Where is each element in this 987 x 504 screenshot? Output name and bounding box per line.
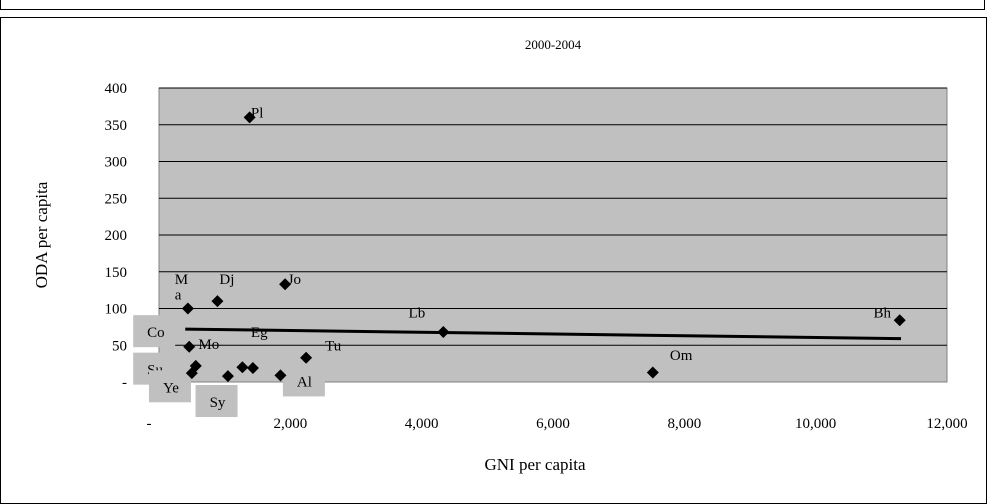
point-label: Sy (210, 395, 226, 411)
data-point (646, 366, 659, 379)
y-tick-label: 50 (112, 338, 127, 354)
label-box (148, 370, 191, 403)
point-label: Co (147, 325, 165, 341)
label-box (282, 364, 325, 397)
chart-title: 2000-2004 (525, 37, 582, 52)
data-point (221, 370, 234, 383)
x-tick-label: 2,000 (273, 416, 307, 432)
top-frame (0, 0, 985, 10)
point-label: Lb (409, 305, 426, 321)
data-point (236, 361, 249, 374)
point-label: M (175, 272, 188, 288)
y-tick-label: 200 (105, 228, 128, 244)
data-point (246, 362, 259, 375)
x-tick-label: 12,000 (926, 416, 967, 432)
point-label: Tu (325, 338, 342, 354)
data-point (181, 302, 194, 315)
y-axis-label: ODA per capita (32, 181, 51, 288)
point-label: Eg (251, 325, 268, 341)
data-point (274, 369, 287, 382)
scatter-chart: 2000-2004 - 50 100 150 200 250 300 350 400 - 2,000 4… (32, 37, 968, 474)
data-point (279, 278, 292, 291)
point-label: Al (297, 374, 312, 390)
y-tick-label: 100 (105, 302, 128, 318)
label-box (133, 315, 176, 348)
x-tick-label: 4,000 (405, 416, 439, 432)
x-tick-label: - (147, 416, 152, 432)
x-tick-label: 6,000 (536, 416, 570, 432)
y-tick-label: 150 (105, 265, 128, 281)
y-tick-label: 350 (105, 118, 128, 134)
data-point (893, 314, 906, 327)
point-label: Ye (163, 380, 179, 396)
data-point (300, 351, 313, 364)
y-tick-label: 400 (105, 81, 128, 97)
point-label: a (175, 288, 182, 304)
x-tick-label: 8,000 (667, 416, 701, 432)
y-tick-label: - (122, 375, 127, 391)
data-point (183, 340, 196, 353)
y-tick-label: 300 (105, 155, 128, 171)
label-box (195, 384, 238, 417)
data-point (243, 111, 256, 124)
point-label: Dj (219, 272, 234, 288)
y-tick-label: 250 (105, 191, 128, 207)
trendline (185, 327, 902, 341)
point-label: Bh (873, 305, 891, 321)
point-label: Jo (288, 272, 301, 288)
data-point (211, 295, 224, 308)
data-point (189, 359, 202, 372)
x-tick-label: 10,000 (795, 416, 836, 432)
chart-frame: 2000-2004 - 50 100 150 200 250 300 350 400 - 2,000 4… (0, 17, 987, 504)
point-label: Mo (198, 337, 219, 353)
data-point (437, 326, 450, 339)
x-axis-label: GNI per capita (484, 455, 585, 474)
point-label: Om (670, 348, 693, 364)
